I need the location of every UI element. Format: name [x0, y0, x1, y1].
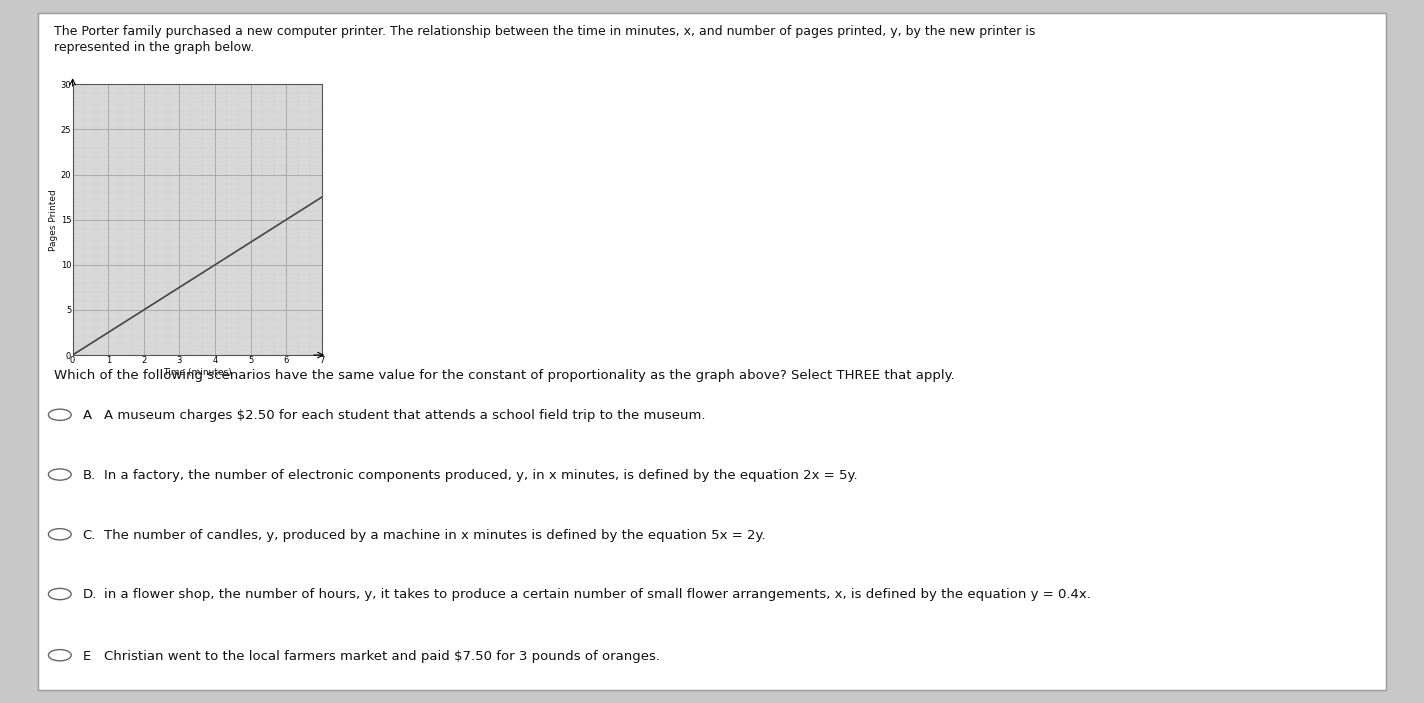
Text: A museum charges $2.50 for each student that attends a school field trip to the : A museum charges $2.50 for each student …: [104, 409, 705, 422]
FancyBboxPatch shape: [38, 13, 1386, 690]
Text: B.: B.: [83, 469, 95, 482]
Text: in a flower shop, the number of hours, y, it takes to produce a certain number o: in a flower shop, the number of hours, y…: [104, 588, 1091, 601]
Text: A: A: [83, 409, 91, 422]
Text: D.: D.: [83, 588, 97, 601]
Text: The number of candles, y, produced by a machine in x minutes is defined by the e: The number of candles, y, produced by a …: [104, 529, 766, 541]
Text: Which of the following scenarios have the same value for the constant of proport: Which of the following scenarios have th…: [54, 369, 956, 382]
Text: Christian went to the local farmers market and paid $7.50 for 3 pounds of orange: Christian went to the local farmers mark…: [104, 650, 659, 662]
Text: The Porter family purchased a new computer printer. The relationship between the: The Porter family purchased a new comput…: [54, 25, 1035, 37]
Text: E: E: [83, 650, 91, 662]
Text: In a factory, the number of electronic components produced, y, in x minutes, is : In a factory, the number of electronic c…: [104, 469, 857, 482]
Y-axis label: Pages Printed: Pages Printed: [48, 189, 58, 250]
Text: C.: C.: [83, 529, 95, 541]
X-axis label: Time (minutes): Time (minutes): [162, 368, 232, 378]
Text: represented in the graph below.: represented in the graph below.: [54, 41, 255, 53]
